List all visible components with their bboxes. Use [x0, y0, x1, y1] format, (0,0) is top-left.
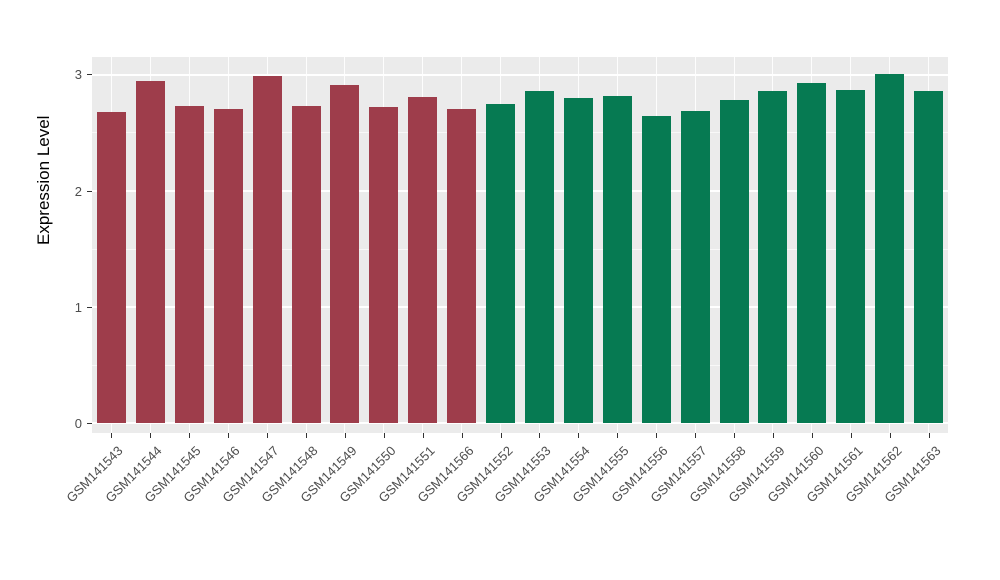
- bar: [602, 95, 632, 424]
- y-tick-label: 3: [74, 67, 82, 83]
- bar: [758, 91, 788, 424]
- bar: [213, 108, 243, 424]
- y-tick-mark: [87, 422, 92, 424]
- bar: [330, 85, 360, 424]
- y-tick-label: 0: [74, 415, 82, 431]
- gridline-major: [92, 190, 948, 193]
- x-tick-mark: [539, 433, 541, 438]
- x-tick-mark: [267, 433, 269, 438]
- x-tick-mark: [811, 433, 813, 438]
- plot-panel: [92, 57, 948, 433]
- bar: [875, 73, 905, 424]
- x-tick-mark: [889, 433, 891, 438]
- bar: [836, 89, 866, 424]
- x-tick-mark: [344, 433, 346, 438]
- bar: [641, 115, 671, 424]
- bar: [252, 76, 282, 424]
- y-axis-title: Expression Level: [34, 115, 53, 245]
- gridline-minor: [92, 364, 948, 366]
- bar: [797, 83, 827, 424]
- gridline-minor: [92, 132, 948, 134]
- x-tick-mark: [189, 433, 191, 438]
- bar: [914, 91, 944, 424]
- x-tick-mark: [228, 433, 230, 438]
- gridline-minor: [92, 248, 948, 250]
- x-tick-mark: [695, 433, 697, 438]
- x-tick-mark: [772, 433, 774, 438]
- x-tick-mark: [150, 433, 152, 438]
- bar: [563, 98, 593, 424]
- x-tick-mark: [734, 433, 735, 438]
- y-tick-mark: [87, 190, 92, 192]
- bar: [369, 107, 399, 424]
- y-tick-label: 1: [74, 299, 82, 315]
- x-tick-mark: [617, 433, 619, 438]
- x-tick-mark: [928, 433, 930, 438]
- bar: [680, 110, 710, 424]
- y-tick-label: 2: [74, 183, 82, 199]
- bar: [135, 80, 165, 424]
- x-tick-mark: [850, 433, 852, 438]
- x-tick-mark: [578, 433, 580, 438]
- gridline-major: [92, 73, 948, 76]
- bar: [174, 106, 204, 424]
- y-tick-mark: [87, 306, 92, 308]
- bar: [408, 96, 438, 424]
- bar: [291, 106, 321, 424]
- bar: [447, 108, 477, 424]
- x-tick-mark: [656, 433, 658, 438]
- gridline-major: [92, 306, 948, 309]
- x-tick-mark: [306, 433, 307, 438]
- bar: [486, 103, 516, 424]
- x-tick-mark: [500, 433, 502, 438]
- bar: [524, 91, 554, 424]
- bar: [96, 112, 126, 424]
- bar: [719, 100, 749, 424]
- y-tick-mark: [87, 74, 92, 76]
- gridline-major: [92, 422, 948, 425]
- x-tick-mark: [422, 433, 424, 438]
- x-tick-mark: [461, 433, 463, 438]
- x-tick-mark: [111, 433, 113, 438]
- x-tick-mark: [383, 433, 385, 438]
